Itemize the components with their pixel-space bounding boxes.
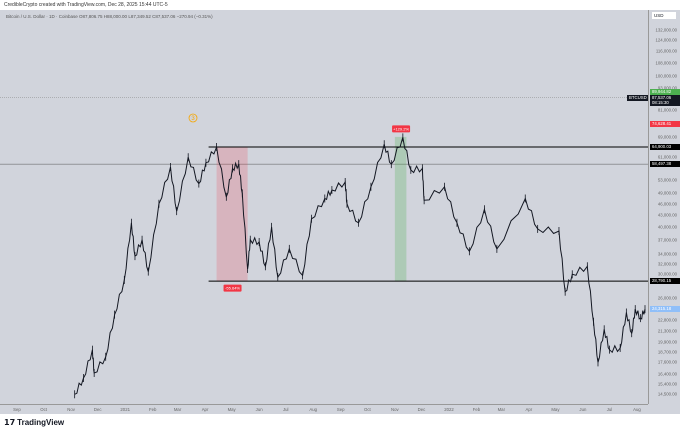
- time-tick: May: [227, 407, 236, 412]
- time-tick: May: [551, 407, 560, 412]
- time-tick: Dec: [417, 407, 426, 412]
- drop-percent-label-bg: [223, 284, 242, 292]
- price-tick: 81,000.00: [657, 107, 677, 113]
- price-label: 74,628.41: [650, 120, 680, 127]
- wave-circle: [188, 113, 198, 123]
- price-tick: 132,000.00: [655, 27, 677, 33]
- time-tick: Jun: [579, 407, 587, 412]
- price-tick: 40,000.00: [657, 224, 677, 230]
- time-tick: Jun: [255, 407, 263, 412]
- price-tick: 108,000.00: [655, 60, 677, 66]
- price-tick: 124,000.00: [655, 37, 677, 43]
- time-tick: Jul: [606, 407, 613, 412]
- time-tick: Mar: [173, 407, 182, 412]
- price-tick: 53,000.00: [657, 177, 677, 183]
- tradingview-logo-icon: 𝟭𝟳: [4, 418, 16, 427]
- price-tick: 61,000.00: [657, 154, 677, 160]
- rise-percent-label: +129.2%: [393, 126, 409, 131]
- time-tick: Mar: [497, 407, 505, 412]
- time-tick: Sep: [13, 407, 21, 412]
- time-tick: Aug: [633, 407, 641, 412]
- time-tick: 2021: [120, 407, 130, 412]
- price-tick: 22,800.00: [657, 317, 677, 323]
- brand-name: TradingView: [17, 418, 65, 427]
- price-tick: 49,000.00: [657, 190, 677, 196]
- price-tick: 17,600.00: [657, 359, 677, 365]
- time-tick: Sep: [336, 407, 345, 412]
- price-label: 58,497.38: [650, 161, 680, 168]
- rise-zone: [394, 136, 407, 282]
- price-label: 08:15:30: [650, 99, 680, 106]
- currency-selector[interactable]: USD: [652, 12, 676, 19]
- time-tick: 2022: [444, 407, 454, 412]
- price-label: 28,790.15: [650, 278, 680, 285]
- time-tick: Oct: [40, 407, 47, 412]
- price-tick: 16,400.00: [657, 371, 677, 377]
- wave-3-marker: 3: [188, 113, 198, 123]
- time-axis[interactable]: Sep Oct Nov Dec 2021 Feb Mar Apr May Jun Jul Aug Sep…: [0, 404, 648, 414]
- drop-percent-label: -55.64%: [225, 286, 240, 291]
- price-label: 64,900.03: [650, 143, 680, 150]
- price-tick: 19,900.00: [657, 339, 677, 345]
- price-label: 89,944.82: [650, 89, 680, 96]
- price-label: 87,537.06: [650, 94, 680, 101]
- price-tick: 15,400.00: [657, 381, 677, 387]
- time-tick: Dec: [93, 407, 102, 412]
- price-tick: 46,000.00: [657, 201, 677, 207]
- price-tick: 100,000.00: [655, 73, 677, 79]
- time-tick: Nov: [67, 407, 75, 412]
- chart-credit: CredibleCrypto created with TradingView.…: [4, 2, 168, 8]
- price-tick: 43,000.00: [657, 212, 677, 218]
- price-label: 24,315.18: [650, 305, 680, 312]
- price-tick: 116,000.00: [655, 48, 677, 54]
- price-tick: 37,000.00: [657, 237, 677, 243]
- price-tick: 32,000.00: [657, 261, 677, 267]
- price-label: BTCUSD: [627, 94, 648, 101]
- price-series: [74, 137, 646, 395]
- wave-label: 3: [191, 116, 195, 122]
- price-plot[interactable]: 3 -55.64% +129.2%: [0, 10, 648, 404]
- time-tick: Oct: [364, 407, 371, 412]
- time-tick: Feb: [472, 407, 481, 412]
- price-tick: 26,000.00: [657, 295, 677, 301]
- price-tick: 34,000.00: [657, 251, 677, 257]
- rise-percent-label-bg: [392, 125, 411, 133]
- price-tick: 69,000.00: [657, 134, 677, 140]
- price-tick: 14,500.00: [657, 391, 677, 397]
- time-tick: Feb: [149, 407, 157, 412]
- time-tick: Apr: [525, 407, 533, 412]
- time-tick: Nov: [391, 407, 399, 412]
- time-tick: Aug: [309, 407, 318, 412]
- tradingview-logo: 𝟭𝟳 TradingView: [4, 418, 64, 427]
- symbol-legend: Bitcoin / U.S. Dollar · 1D · Coinbase O8…: [6, 14, 213, 19]
- price-axis[interactable]: USD 132,000.00 124,000.00 116,000.00 108,00…: [627, 10, 680, 404]
- time-tick: Apr: [201, 407, 209, 412]
- price-tick: 93,000.00: [657, 85, 677, 91]
- time-tick: Jul: [283, 407, 289, 412]
- price-tick: 18,700.00: [657, 349, 677, 355]
- tradingview-chart[interactable]: 3 -55.64% +129.2% Bitcoin / U.S. Dollar · …: [0, 10, 680, 414]
- price-tick: 21,300.00: [657, 328, 677, 334]
- price-tick: 30,000.00: [657, 271, 677, 277]
